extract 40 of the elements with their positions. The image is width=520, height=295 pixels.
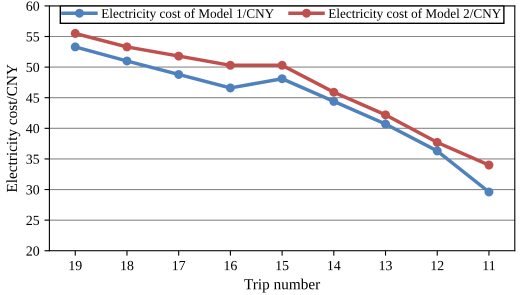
point (484, 187, 494, 196)
point (226, 83, 235, 92)
x-tick-label: 15 (276, 260, 288, 270)
x-tick-label: 19 (70, 260, 82, 270)
legend-label: Electricity cost of Model 1/CNY (102, 8, 274, 21)
point (432, 138, 442, 147)
x-tick-label: 14 (328, 260, 341, 270)
point (484, 160, 494, 170)
y-tick-label: 35 (26, 154, 40, 164)
point (174, 70, 184, 79)
point (278, 74, 287, 84)
x-axis-title: Trip number (244, 278, 320, 292)
y-axis-title: Electricity cost/CNY (6, 64, 20, 192)
x-tick-label: 11 (483, 260, 495, 270)
y-tick-label: 20 (26, 246, 40, 256)
y-tick-label: 50 (26, 62, 40, 72)
y-tick-label: 25 (26, 216, 40, 226)
y-tick-label: 45 (26, 93, 40, 103)
x-tick-label: 18 (121, 260, 134, 270)
x-tick-label: 13 (380, 260, 392, 270)
point (122, 42, 132, 52)
legend-label: Electricity cost of Model 2/CNY (328, 8, 501, 21)
point (70, 28, 80, 38)
point (122, 56, 132, 66)
point (70, 42, 80, 52)
y-tick-label: 40 (26, 124, 40, 134)
point (381, 110, 390, 120)
point (329, 96, 338, 106)
x-tick-label: 17 (172, 260, 186, 270)
point (381, 120, 390, 129)
y-tick-label: 30 (26, 185, 40, 194)
y-tick-label: 55 (26, 32, 40, 42)
point (226, 60, 235, 70)
x-tick-label: 12 (432, 260, 444, 270)
point (278, 60, 287, 70)
y-tick-label: 60 (26, 1, 40, 11)
point (432, 146, 442, 156)
x-tick-label: 16 (224, 260, 237, 270)
point (329, 88, 338, 97)
point (174, 52, 184, 61)
